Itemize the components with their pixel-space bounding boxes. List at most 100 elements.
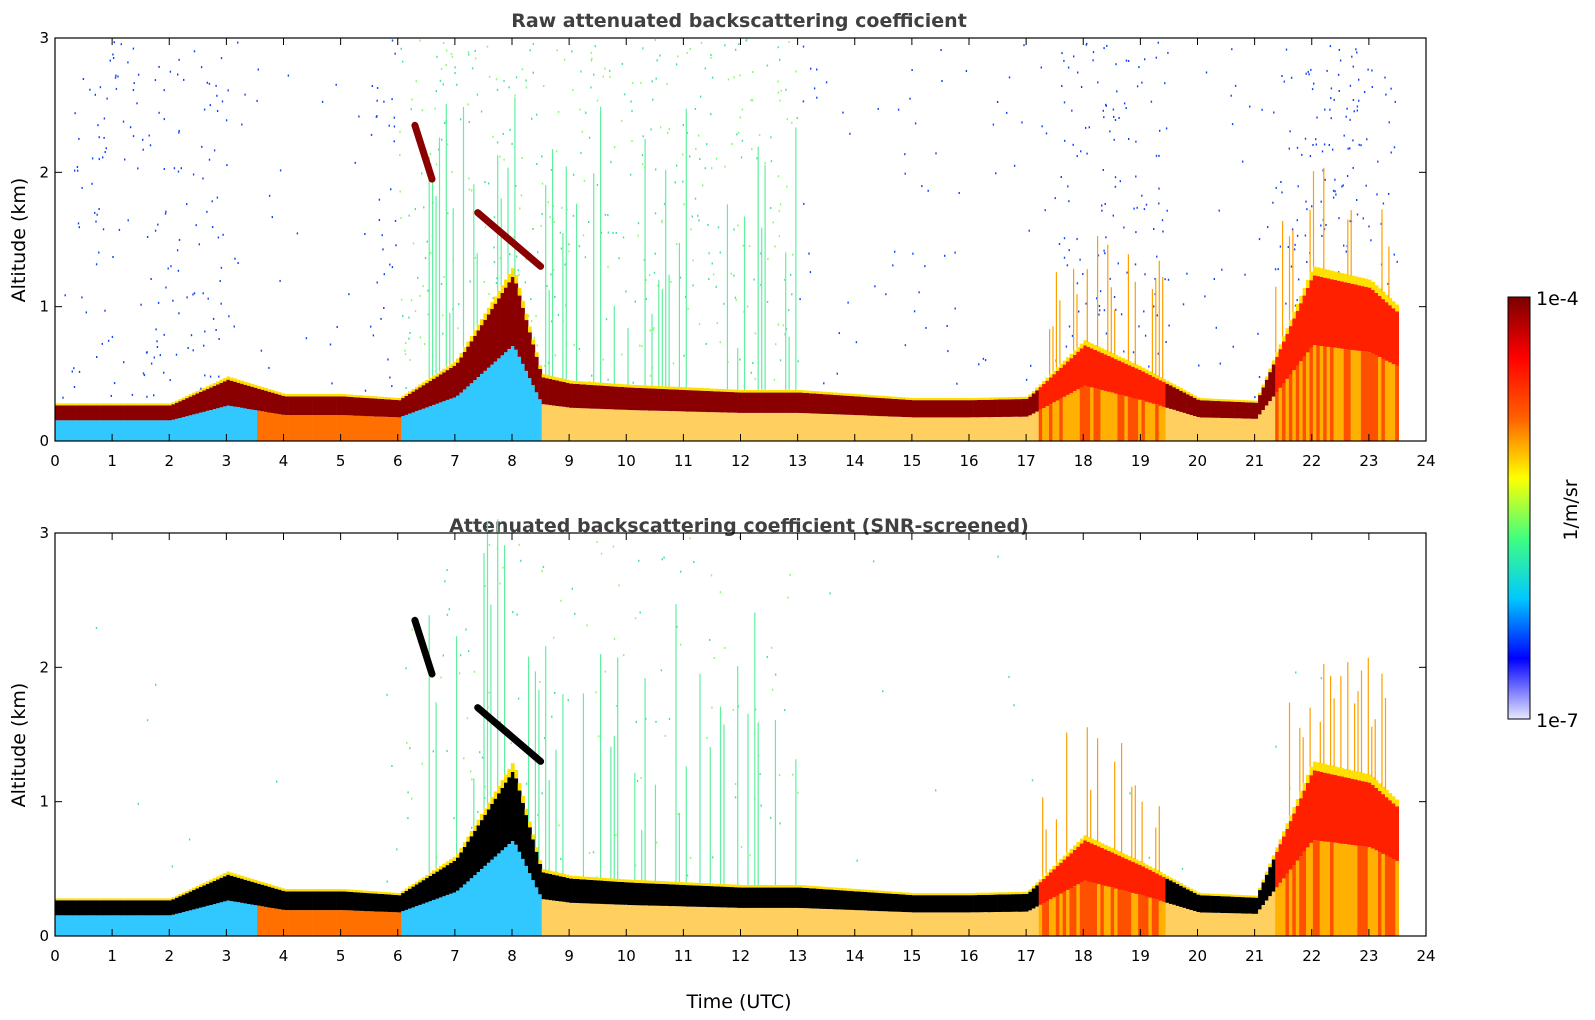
noise-dot [766, 300, 769, 303]
noise-dot [657, 284, 659, 287]
layer-band-column [1141, 866, 1146, 896]
layer-band-column [253, 387, 258, 411]
noise-dot [683, 354, 685, 357]
layer-top-column [552, 871, 556, 875]
noise-dot [692, 284, 694, 287]
lower-layer-column [144, 420, 148, 441]
noise-dot [1221, 268, 1223, 271]
lower-layer-column [373, 416, 378, 441]
layer-band-column [726, 391, 731, 413]
lower-layer-column [531, 880, 536, 936]
layer-top-column [846, 888, 851, 891]
layer-top-column [870, 395, 875, 398]
lower-layer-column [545, 899, 549, 936]
noise-dot [499, 582, 501, 585]
noise-dot [1135, 231, 1137, 234]
noise-dot [146, 395, 148, 398]
noise-dot [492, 297, 494, 300]
layer-band-column [1285, 333, 1290, 379]
layer-top-column [774, 885, 779, 888]
layer-top-column [421, 877, 426, 881]
layer-band-column [85, 900, 90, 916]
lower-layer-column [325, 415, 330, 441]
lower-layer-column [1083, 385, 1088, 441]
lower-layer-column [1302, 356, 1307, 441]
layer-top-column [891, 396, 896, 399]
layer-band-column [229, 875, 234, 902]
layer-band-column [58, 900, 63, 916]
layer-band-column [651, 883, 656, 906]
noise-dot [1099, 290, 1102, 293]
noise-dot [1097, 81, 1099, 84]
layer-top-column [658, 386, 662, 389]
layer-band-column [548, 379, 553, 406]
lower-layer-column [274, 908, 279, 936]
layer-band-column [863, 891, 868, 911]
layer-band-column [1271, 364, 1276, 397]
layer-top-column [1165, 875, 1170, 879]
noise-dot [588, 221, 590, 223]
layer-top-column [380, 891, 385, 894]
layer-top-column [1076, 842, 1081, 847]
lower-layer-column [387, 912, 392, 936]
layer-top-column [624, 384, 628, 388]
noise-dot [1352, 65, 1354, 68]
lower-layer-column [798, 908, 803, 936]
layer-band-column [606, 881, 611, 905]
layer-band-column [394, 894, 399, 913]
layer-top-column [1319, 763, 1324, 772]
noise-dot [74, 169, 76, 172]
noise-dot [810, 67, 812, 70]
layer-top-column [850, 888, 854, 892]
noise-dot [213, 149, 216, 152]
layer-band-column [473, 830, 477, 876]
layer-top-column [1347, 769, 1351, 778]
layer-band-column [212, 880, 217, 905]
lower-layer-column [274, 413, 279, 441]
layer-band-column [901, 399, 906, 417]
lower-layer-column [706, 412, 710, 441]
layer-band-column [1162, 877, 1166, 902]
layer-band-column [637, 882, 642, 906]
lower-layer-column [336, 910, 340, 936]
layer-band-column [480, 325, 484, 374]
noise-dot [750, 371, 752, 374]
lower-layer-column [1124, 396, 1129, 441]
noise-dot [1061, 52, 1063, 55]
layer-band-column [445, 370, 450, 400]
layer-band-column [672, 884, 676, 907]
layer-top-column [339, 394, 344, 397]
layer-band-column [229, 380, 234, 407]
noise-dot [707, 224, 709, 226]
layer-band-column [1189, 891, 1194, 910]
lower-layer-column [205, 905, 210, 936]
layer-band-column [397, 400, 402, 418]
layer-top-column [785, 885, 789, 888]
lower-layer-column [1117, 394, 1122, 441]
layer-band-column [89, 405, 94, 421]
lower-layer-column [713, 907, 717, 936]
noise-dot [1132, 351, 1135, 354]
layer-band-column [99, 900, 104, 916]
layer-band-column [421, 385, 426, 409]
layer-band-column [1076, 351, 1081, 390]
noise-dot [652, 98, 654, 101]
lower-layer-column [565, 407, 570, 441]
noise-dot [203, 344, 205, 347]
layer-band-column [243, 879, 248, 904]
layer-band-column [408, 393, 412, 414]
layer-top-column [222, 378, 227, 382]
lower-layer-column [483, 865, 488, 936]
noise-dot [537, 813, 539, 816]
noise-dot [1320, 224, 1322, 227]
layer-band-column [1014, 399, 1019, 417]
noise-dot [655, 720, 657, 723]
lower-layer-column [1162, 406, 1166, 441]
lower-layer-column [1103, 885, 1108, 936]
noise-dot [142, 372, 145, 375]
noise-dot [256, 99, 258, 102]
noise-dot [127, 219, 129, 222]
noise-dot [1198, 364, 1200, 367]
lower-layer-column [504, 352, 508, 441]
layer-band-column [791, 392, 796, 413]
